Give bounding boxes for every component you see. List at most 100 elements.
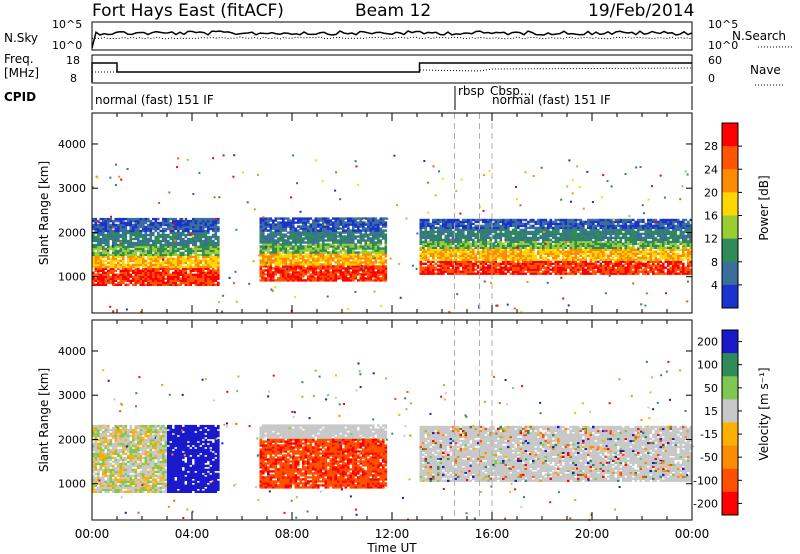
echo-cell [297, 217, 300, 220]
cpid-row: CPID normal (fast) 151 IF rbsp Cbsp... n… [4, 84, 693, 110]
echo-cell [327, 267, 330, 270]
echo-cell [374, 271, 378, 274]
echo-cell [607, 242, 610, 245]
echo-cell [502, 254, 505, 257]
echo-cell [494, 226, 498, 230]
echo-cell [184, 247, 188, 251]
echo-cell [259, 235, 263, 238]
echo-cell [187, 249, 190, 253]
echo-cell [207, 245, 210, 249]
echo-cell [284, 277, 288, 280]
echo-cell [202, 269, 205, 272]
echo-cell [299, 255, 303, 258]
echo-cell [437, 218, 440, 222]
echo-cell [99, 259, 103, 263]
echo-cell [377, 243, 380, 246]
echo-cell [524, 272, 528, 275]
echo-cell [149, 231, 153, 235]
echo-cell [289, 225, 293, 228]
echo-cell [152, 277, 155, 280]
echo-cell [437, 260, 440, 263]
echo-cell [284, 245, 288, 248]
echo-cell [144, 249, 148, 253]
echo-cell [154, 271, 158, 274]
echo-cell [324, 231, 328, 234]
echo-cell [122, 273, 125, 276]
echo-cell [107, 241, 110, 245]
echo-cell [214, 235, 218, 239]
echo-cell [497, 220, 500, 224]
echo-cell [444, 260, 448, 263]
echo-cell [507, 230, 510, 234]
echo-cell [562, 222, 565, 226]
echo-cell [559, 240, 563, 244]
echo-cell [134, 229, 138, 233]
echo-cell [364, 235, 368, 238]
echo-cell [197, 277, 200, 280]
echo-cell [379, 217, 383, 220]
echo-cell [207, 243, 210, 247]
echo-cell [262, 217, 265, 220]
echo-cell [362, 267, 365, 270]
echo-cell [439, 266, 443, 269]
echo-cell [527, 232, 530, 236]
echo-cell [277, 255, 280, 258]
echo-cell [259, 251, 263, 254]
echo-cell [322, 229, 325, 232]
echo-cell [494, 272, 498, 275]
echo-cell [122, 255, 125, 259]
echo-cell [602, 238, 605, 242]
echo-cell [99, 229, 103, 233]
echo-cell [197, 225, 200, 229]
echo-cell [107, 225, 110, 229]
echo-cell [559, 218, 563, 222]
echo-cell [562, 268, 565, 271]
echo-cell [527, 254, 530, 257]
echo-cell [272, 245, 275, 248]
echo-cell [132, 227, 135, 231]
echo-cell [419, 270, 423, 273]
echo-cell [372, 263, 375, 266]
echo-cell [277, 269, 280, 272]
echo-cell [182, 221, 185, 225]
echo-cell [512, 248, 515, 251]
echo-cell [532, 230, 535, 234]
echo-cell [317, 237, 320, 240]
echo-cell [614, 258, 618, 261]
echo-cell [422, 246, 425, 249]
echo-cell [314, 233, 318, 236]
echo-cell [477, 272, 480, 275]
echo-cell [599, 252, 603, 255]
echo-cell [142, 279, 145, 282]
echo-cell [177, 223, 180, 227]
echo-cell [112, 273, 115, 276]
echo-cell [322, 241, 325, 244]
echo-cell [499, 240, 503, 244]
echo-cell [329, 231, 333, 234]
echo-cell [372, 241, 375, 244]
echo-cell [217, 253, 220, 257]
echo-cell [259, 217, 263, 220]
echo-cell [462, 230, 465, 234]
echo-cell [174, 219, 178, 223]
echo-cell [559, 258, 563, 261]
echo-cell [457, 218, 460, 222]
echo-cell [184, 283, 188, 286]
echo-cell [327, 251, 330, 254]
echo-cell [137, 237, 140, 241]
echo-cell [207, 263, 210, 267]
echo-cell [107, 231, 110, 235]
echo-cell [347, 243, 350, 246]
echo-cell [502, 248, 505, 251]
echo-cell [589, 236, 593, 240]
echo-cell [382, 253, 385, 256]
echo-cell [352, 245, 355, 248]
echo-cell [319, 217, 323, 220]
echo-cell [347, 271, 350, 274]
echo-cell [157, 223, 160, 227]
echo-cell [499, 236, 503, 240]
echo-cell [307, 219, 310, 222]
echo-cell [577, 258, 580, 261]
echo-cell [217, 273, 220, 276]
echo-cell [372, 269, 375, 272]
